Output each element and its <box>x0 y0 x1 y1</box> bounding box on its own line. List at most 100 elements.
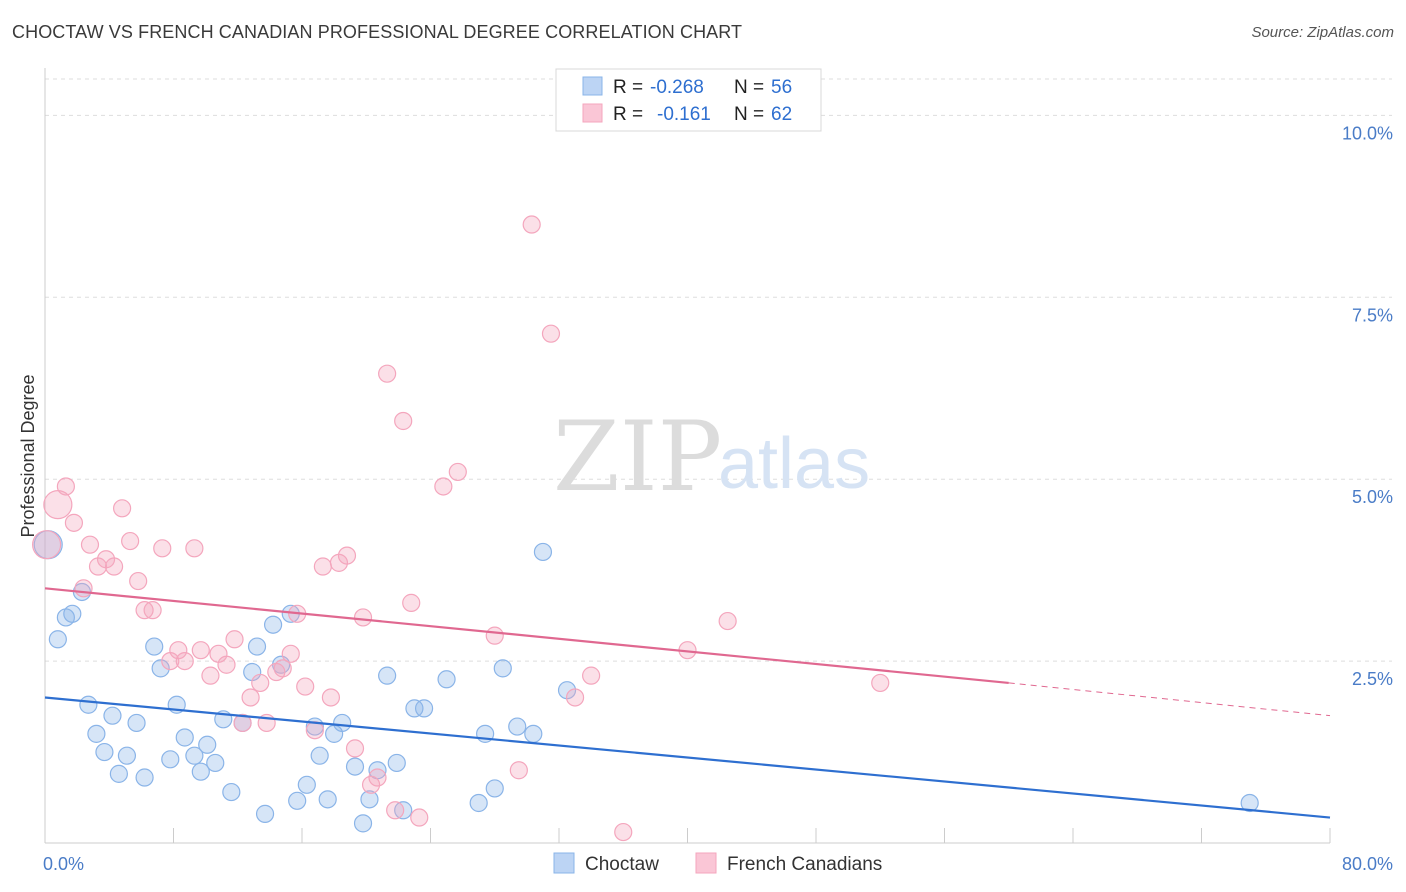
point-choctaw <box>206 753 225 773</box>
point-choctaw <box>360 790 379 809</box>
source-credit: Source: ZipAtlas.com <box>1251 24 1394 41</box>
point-choctaw <box>469 793 488 813</box>
point-french-canadians <box>321 688 341 707</box>
point-french-canadians <box>353 608 373 627</box>
point-choctaw <box>48 630 67 649</box>
point-choctaw <box>247 637 267 656</box>
bottom-legend-choctaw: Choctaw <box>585 854 659 875</box>
trend-line-french-canadians-extension <box>1008 682 1331 717</box>
y-tick-label: 2.5% <box>1352 669 1393 689</box>
watermark-zip: ZIP <box>553 401 722 513</box>
point-choctaw <box>508 717 527 736</box>
point-choctaw <box>288 791 307 810</box>
point-choctaw <box>1240 793 1259 813</box>
point-french-canadians <box>614 822 633 842</box>
point-french-canadians <box>191 641 210 660</box>
point-french-canadians <box>361 775 381 794</box>
legend-swatch-french-canadians <box>582 103 603 123</box>
chart-title: CHOCTAW VS FRENCH CANADIAN PROFESSIONAL … <box>12 22 743 42</box>
point-choctaw <box>414 699 434 718</box>
legend-r-value-2: -0.161 <box>657 104 711 125</box>
point-choctaw <box>405 699 424 718</box>
point-french-canadians <box>251 673 270 693</box>
point-french-canadians <box>129 571 148 591</box>
point-choctaw <box>310 746 329 765</box>
point-choctaw <box>222 782 241 802</box>
point-french-canadians <box>56 477 75 496</box>
point-french-canadians <box>871 673 890 693</box>
point-choctaw <box>378 666 397 685</box>
bottom-legend-swatch-choctaw <box>553 852 575 874</box>
point-french-canadians <box>169 641 188 660</box>
point-choctaw <box>485 779 504 798</box>
point-french-canadians <box>434 477 453 496</box>
legend-r-label-2: R = <box>613 104 643 125</box>
legend-n-label-1: N = <box>734 77 764 98</box>
point-french-canadians <box>582 666 601 685</box>
point-choctaw <box>263 615 283 634</box>
point-french-canadians <box>368 768 387 787</box>
point-french-canadians <box>485 626 504 645</box>
point-choctaw <box>79 695 98 714</box>
x-tick-label: 80.0% <box>1342 854 1393 874</box>
y-tick-label: 10.0% <box>1342 123 1393 143</box>
point-french-canadians <box>565 688 585 707</box>
point-choctaw <box>117 746 137 765</box>
point-choctaw <box>297 775 316 794</box>
point-french-canadians <box>121 531 140 551</box>
point-french-canadians <box>64 513 84 532</box>
point-choctaw <box>151 659 170 678</box>
point-choctaw <box>493 659 512 678</box>
legend-n-value-2: 62 <box>771 104 792 125</box>
point-choctaw <box>191 762 210 781</box>
point-french-canadians <box>281 644 300 663</box>
point-choctaw <box>145 637 164 656</box>
point-french-canadians <box>175 651 194 671</box>
point-choctaw <box>255 804 275 823</box>
point-choctaw <box>135 768 154 787</box>
legend-swatch-choctaw <box>582 76 603 96</box>
point-french-canadians <box>410 808 429 827</box>
y-tick-label: 7.5% <box>1352 305 1393 325</box>
trend-line-french-canadians <box>44 587 1009 685</box>
y-tick-label: 5.0% <box>1352 487 1393 507</box>
point-french-canadians <box>541 324 561 343</box>
bottom-legend-swatch-french-canadians <box>695 852 717 874</box>
axes <box>44 68 1331 844</box>
point-french-canadians <box>313 557 332 576</box>
point-french-canadians <box>153 539 172 558</box>
y-axis-label: Professional Degree <box>18 374 38 537</box>
point-choctaw <box>161 750 180 769</box>
bottom-legend: Choctaw French Canadians <box>553 852 882 875</box>
point-french-canadians <box>394 411 413 431</box>
point-choctaw <box>103 706 122 725</box>
point-choctaw <box>87 724 106 743</box>
point-choctaw <box>524 724 543 743</box>
point-french-canadians <box>104 557 124 576</box>
bottom-legend-french-canadians: French Canadians <box>727 854 882 875</box>
trend-line-choctaw <box>44 696 1331 819</box>
point-choctaw <box>345 757 365 776</box>
point-french-canadians <box>345 739 365 758</box>
point-choctaw <box>127 713 146 733</box>
point-french-canadians <box>201 666 220 685</box>
point-french-canadians <box>32 530 62 560</box>
legend-r-value-1: -0.268 <box>650 77 704 98</box>
point-french-canadians <box>509 761 528 780</box>
point-choctaw <box>63 604 82 623</box>
point-french-canadians <box>80 535 100 554</box>
legend-r-label-1: R = <box>613 77 643 98</box>
grid-lines <box>45 78 1392 662</box>
point-choctaw <box>333 713 352 733</box>
point-choctaw <box>175 728 194 747</box>
watermark-atlas: atlas <box>718 424 870 504</box>
point-french-canadians <box>233 713 252 733</box>
point-french-canadians <box>112 499 132 518</box>
point-choctaw <box>198 735 217 754</box>
point-french-canadians <box>143 601 162 620</box>
point-choctaw <box>185 746 204 765</box>
trend-lines <box>44 587 1331 819</box>
point-french-canadians <box>402 593 421 612</box>
x-tick-label: 0.0% <box>43 854 84 874</box>
